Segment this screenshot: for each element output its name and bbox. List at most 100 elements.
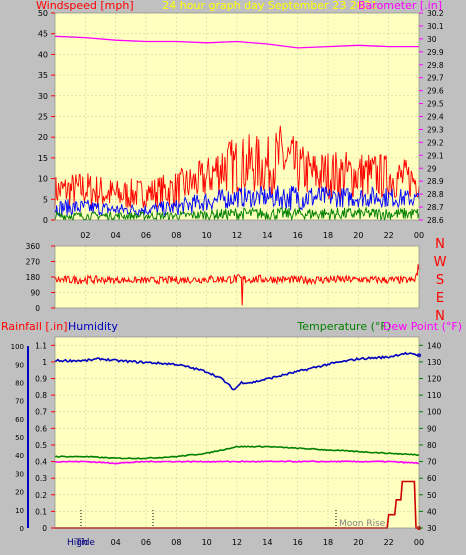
x-tick-label: 04 — [111, 231, 121, 240]
y2-tick-label: 29.8 — [427, 61, 444, 70]
compass-letter: S — [436, 273, 444, 288]
y-tick-label: 0 — [43, 216, 48, 225]
x-tick-label: 08 — [171, 538, 181, 547]
humidity-tick-label: 10 — [15, 507, 24, 515]
y-tick-label: 0.8 — [35, 391, 47, 400]
humidity-line — [54, 351, 419, 391]
y2-tick-label: 29.2 — [427, 138, 444, 147]
y-tick-label: 5 — [43, 195, 48, 204]
x-tick-label: 02 — [80, 231, 90, 240]
y2-tick-label: 40 — [427, 507, 437, 516]
x-tick-label: 06 — [141, 231, 151, 240]
y2-tick-label: 28.6 — [427, 216, 444, 225]
y2-tick-label: 29.6 — [427, 87, 444, 96]
direction-line — [54, 264, 420, 306]
climate-axis-ticks: 0 0.1 0.2 0.3 0.4 0.5 0.6 0.7 0.8 0.9 1 1.1 0 10 20 30 4… — [11, 341, 442, 547]
x-tick-label: 00 — [414, 231, 424, 240]
rainfall-axis-label: Rainfall [.in] — [1, 320, 68, 333]
y-tick-label: 180 — [26, 273, 41, 282]
humidity-tick-label: 20 — [15, 489, 24, 497]
x-tick-label: 10 — [202, 538, 212, 547]
y-tick-label: 1 — [42, 358, 47, 367]
y2-tick-label: 29.7 — [427, 74, 444, 83]
y2-tick-label: 30.1 — [427, 22, 444, 31]
y2-tick-label: 28.8 — [427, 190, 444, 199]
compass-letter: N — [435, 237, 445, 252]
compass-letter: E — [436, 291, 444, 306]
y2-tick-label: 80 — [427, 441, 437, 450]
y-tick-label: 0 — [35, 304, 40, 313]
x-tick-label: 10 — [202, 231, 212, 240]
climate-plot-frame — [54, 336, 420, 529]
humidity-tick-label: 0 — [20, 525, 24, 533]
humidity-tick-label: 60 — [15, 416, 24, 424]
y-tick-label: 0.7 — [35, 408, 47, 417]
y-tick-label: 270 — [26, 258, 41, 267]
y-tick-label: 40 — [38, 50, 48, 59]
y-tick-label: 45 — [38, 30, 48, 39]
humidity-tick-label: 80 — [15, 379, 24, 387]
y-tick-label: 0.6 — [35, 424, 47, 433]
y-tick-label: 360 — [26, 242, 41, 251]
tide-label: Tide — [75, 538, 95, 548]
x-tick-label: 14 — [262, 538, 272, 547]
y-tick-label: 0.1 — [35, 507, 47, 516]
x-tick-label: 20 — [353, 538, 363, 547]
y2-tick-label: 30 — [427, 524, 437, 533]
compass-letters: N W S E N — [434, 237, 447, 324]
y2-tick-label: 30 — [427, 35, 437, 44]
x-tick-label: 22 — [384, 538, 394, 547]
y-tick-label: 15 — [38, 154, 48, 163]
y2-tick-label: 29.9 — [427, 48, 444, 57]
y2-tick-label: 29.3 — [427, 125, 444, 134]
climate-series — [54, 351, 421, 530]
y-tick-label: 10 — [38, 175, 48, 184]
y2-tick-label: 120 — [427, 375, 442, 384]
y2-tick-label: 30.2 — [427, 9, 444, 18]
x-tick-label: 04 — [111, 538, 121, 547]
compass-letter: W — [434, 255, 447, 270]
y-tick-label: 25 — [38, 113, 48, 122]
series-line — [54, 185, 420, 217]
event-markers: Moon Rise High Tide — [67, 510, 386, 548]
y2-tick-label: 70 — [427, 458, 437, 467]
y2-tick-label: 29.5 — [427, 100, 444, 109]
x-tick-label: 12 — [232, 231, 242, 240]
humidity-axis-label: Humidity — [68, 320, 118, 333]
x-tick-label: 06 — [141, 538, 151, 547]
barometer-line — [54, 35, 419, 49]
y-tick-label: 20 — [38, 133, 48, 142]
y-tick-label: 1.1 — [35, 341, 47, 350]
y-tick-label: 90 — [30, 289, 40, 298]
moon-rise-label: Moon Rise — [339, 519, 386, 529]
y2-tick-label: 29 — [427, 164, 437, 173]
temperature-axis-label: Temperature (°F) — [296, 320, 391, 333]
temperature-line — [54, 445, 420, 460]
windspeed-axis-label: Windspeed [mph] — [36, 0, 134, 12]
dewpoint-axis-label: Dew Point (°F) — [383, 320, 462, 333]
x-tick-label: 18 — [323, 231, 333, 240]
humidity-tick-label: 100 — [11, 343, 24, 351]
x-tick-label: 16 — [293, 538, 303, 547]
y-tick-label: 0.4 — [35, 458, 47, 467]
humidity-tick-label: 70 — [15, 398, 24, 406]
y2-tick-label: 60 — [427, 474, 437, 483]
x-tick-label: 12 — [232, 538, 242, 547]
humidity-tick-label: 90 — [15, 361, 24, 369]
humidity-tick-label: 50 — [15, 434, 24, 442]
y2-tick-label: 130 — [427, 358, 442, 367]
dewpoint-line — [54, 460, 420, 465]
y-tick-label: 35 — [38, 71, 48, 80]
humidity-tick-label: 30 — [15, 470, 24, 478]
x-tick-label: 00 — [414, 538, 424, 547]
y2-tick-label: 90 — [427, 424, 437, 433]
rainfall-line — [55, 480, 419, 529]
y-tick-label: 50 — [38, 9, 48, 18]
x-tick-label: 16 — [293, 231, 303, 240]
direction-axis-ticks: 0 90 180 270 360 — [26, 242, 55, 313]
y-tick-label: 0.2 — [35, 491, 47, 500]
y-tick-label: 0.5 — [35, 441, 47, 450]
wind-axis-ticks: 0 5 10 15 20 25 30 35 40 45 50 28.6 28.7 28.8 28.9 29 29… — [38, 9, 444, 240]
y2-tick-label: 28.7 — [427, 203, 444, 212]
